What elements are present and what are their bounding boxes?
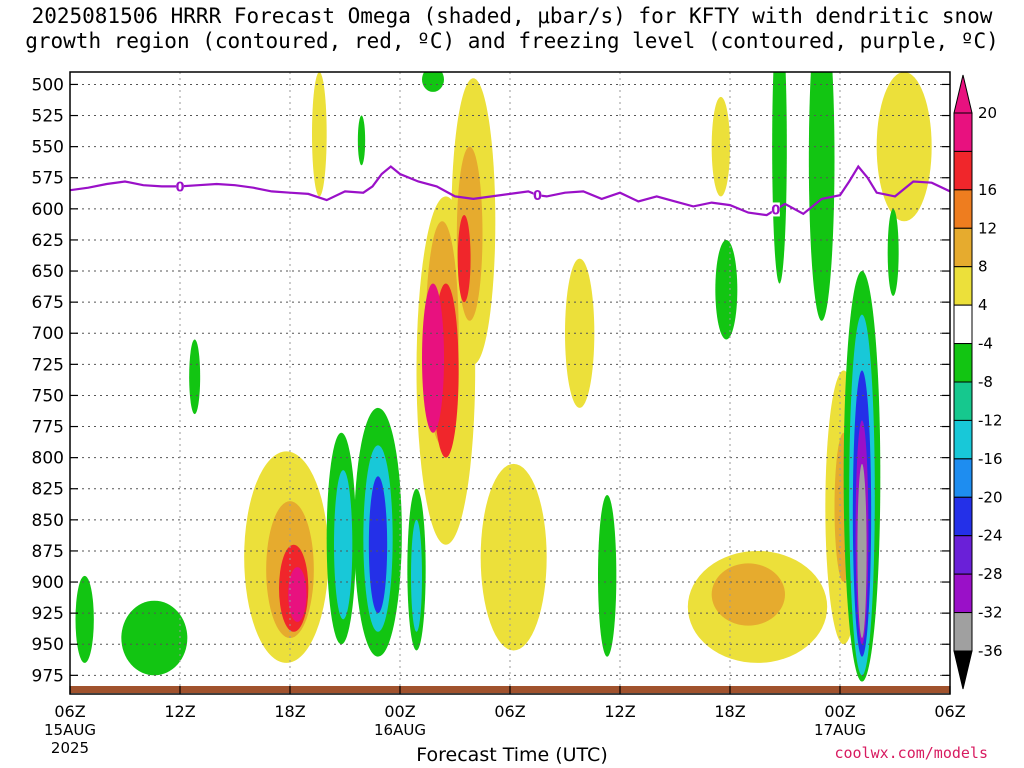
- grid-lines: [70, 72, 950, 694]
- ytick-label-825: 825: [32, 480, 64, 500]
- colorbar-swatch-1: [953, 150, 973, 191]
- omega-region-5: [565, 258, 595, 408]
- omega-region-33: [422, 72, 444, 92]
- colorbar-swatch-2: [953, 189, 973, 229]
- omega-region-13: [711, 563, 785, 626]
- credit-link[interactable]: coolwx.com/models: [834, 744, 988, 762]
- ytick-label-800: 800: [32, 449, 64, 469]
- omega-region-27: [715, 239, 738, 340]
- colorbar-swatch-12: [953, 573, 973, 614]
- omega-region-15: [457, 215, 471, 303]
- ytick-label-625: 625: [32, 231, 64, 251]
- omega-region-29: [808, 72, 835, 321]
- ytick-label-500: 500: [32, 75, 64, 95]
- colorbar-label-2: 12: [978, 219, 997, 237]
- xtick-label-0: 06Z: [54, 702, 85, 721]
- colorbar-top-arrow: [953, 74, 973, 114]
- ytick-label-775: 775: [32, 418, 64, 438]
- freezing-level-layer: 0 0 0: [70, 164, 950, 218]
- omega-region-20: [75, 575, 94, 663]
- ytick-label-950: 950: [32, 635, 64, 655]
- omega-region-36: [411, 519, 422, 632]
- ytick-label-525: 525: [32, 107, 64, 127]
- colorbar-label-9: -20: [978, 488, 1003, 506]
- omega-region-4: [480, 463, 547, 651]
- xtick-label-8: 06Z: [934, 702, 965, 721]
- colorbar-label-7: -12: [978, 411, 1003, 429]
- omega-region-9: [711, 96, 730, 197]
- ytick-label-750: 750: [32, 386, 64, 406]
- freezing-level-label-0: 0: [175, 180, 184, 195]
- colorbar-swatch-13: [953, 612, 973, 652]
- omega-region-22: [189, 339, 201, 415]
- freezing-level-label-1: 0: [533, 189, 542, 204]
- ytick-label-700: 700: [32, 324, 64, 344]
- colorbar-label-10: -24: [978, 527, 1003, 545]
- omega-region-32: [357, 115, 366, 166]
- pressure-axis: 500 525 550 575 600 625 650 675 700 725 750 775 800 8…: [32, 75, 950, 686]
- title-line-1: 2025081506 HRRR Forecast Omega (shaded, …: [31, 4, 993, 28]
- ytick-label-550: 550: [32, 138, 64, 158]
- omega-region-1: [312, 72, 327, 197]
- colorbar-label-0: 20: [978, 104, 997, 122]
- omega-region-21: [121, 600, 188, 676]
- freezing-level-label-2: 0: [771, 203, 780, 218]
- ytick-label-900: 900: [32, 573, 64, 593]
- colorbar-swatch-8: [953, 419, 973, 460]
- colorbar-label-4: 4: [978, 296, 988, 314]
- omega-region-19: [288, 567, 307, 622]
- colorbar-swatch-6: [953, 343, 973, 383]
- colorbar-swatch-9: [953, 458, 973, 498]
- colorbar-swatch-0: [953, 112, 973, 152]
- x-axis-label: Forecast Time (UTC): [416, 744, 608, 766]
- xtick-year-0: 2025: [51, 739, 89, 757]
- colorbar-swatch-3: [953, 227, 973, 268]
- xtick-label-7: 00Z: [824, 702, 855, 721]
- xtick-date-7: 17AUG: [814, 721, 866, 739]
- omega-shading: [75, 72, 932, 682]
- omega-region-38: [368, 476, 388, 614]
- colorbar-label-1: 16: [978, 181, 997, 199]
- ytick-label-850: 850: [32, 511, 64, 531]
- colorbar-label-8: -16: [978, 450, 1003, 468]
- colorbar-label-6: -8: [978, 373, 993, 391]
- ytick-label-725: 725: [32, 355, 64, 375]
- ytick-label-875: 875: [32, 542, 64, 562]
- xtick-label-3: 00Z: [384, 702, 415, 721]
- ytick-label-600: 600: [32, 200, 64, 220]
- omega-region-34: [334, 470, 353, 620]
- omega-region-26: [598, 494, 617, 657]
- colorbar: 20 16 12 8 4 -4 -8 -12 -16 -20 -24 -28 -32 -36: [953, 74, 1003, 690]
- xtick-date-0: 15AUG: [44, 721, 96, 739]
- xtick-label-6: 18Z: [714, 702, 745, 721]
- colorbar-label-12: -32: [978, 604, 1003, 622]
- xtick-label-2: 18Z: [274, 702, 305, 721]
- colorbar-swatch-7: [953, 381, 973, 421]
- ytick-label-575: 575: [32, 169, 64, 189]
- freezing-level-line: [70, 164, 950, 217]
- ytick-label-675: 675: [32, 293, 64, 313]
- omega-region-31: [887, 208, 899, 296]
- xtick-date-3: 16AUG: [374, 721, 426, 739]
- colorbar-label-5: -4: [978, 335, 993, 353]
- xtick-label-1: 12Z: [164, 702, 195, 721]
- colorbar-swatch-5: [953, 304, 973, 345]
- ytick-label-925: 925: [32, 604, 64, 624]
- colorbar-swatch-11: [953, 535, 973, 575]
- xtick-label-4: 06Z: [494, 702, 525, 721]
- ytick-label-975: 975: [32, 666, 64, 686]
- colorbar-label-11: -28: [978, 565, 1003, 583]
- colorbar-bottom-arrow: [953, 650, 973, 690]
- xtick-label-5: 12Z: [604, 702, 635, 721]
- colorbar-swatch-4: [953, 266, 973, 306]
- omega-region-18: [422, 283, 444, 433]
- colorbar-label-3: 8: [978, 258, 988, 276]
- ytick-label-650: 650: [32, 262, 64, 282]
- colorbar-label-13: -36: [978, 642, 1003, 660]
- colorbar-swatch-10: [953, 496, 973, 537]
- chart-title: 2025081506 HRRR Forecast Omega (shaded, …: [0, 4, 1024, 54]
- title-line-2: growth region (contoured, red, ºC) and f…: [25, 29, 999, 53]
